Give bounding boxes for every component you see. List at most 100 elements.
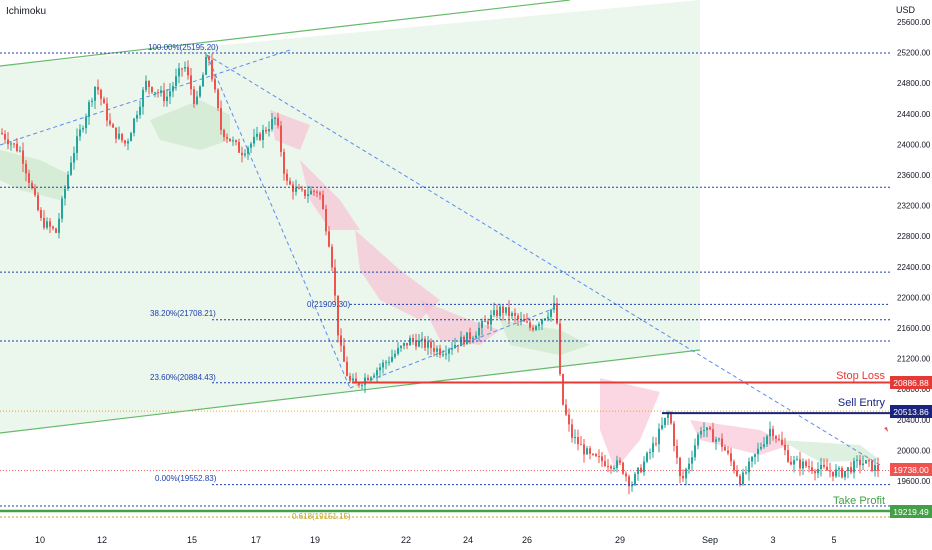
channel-upper-line — [0, 0, 571, 67]
candle — [412, 337, 414, 341]
candle — [4, 133, 6, 140]
candle — [397, 348, 399, 354]
candle — [376, 370, 378, 376]
candle — [298, 187, 300, 189]
candle — [142, 89, 144, 107]
candle — [712, 429, 714, 442]
candle — [622, 462, 624, 474]
candle — [418, 340, 420, 347]
y-tick-label: 22000.00 — [897, 293, 931, 302]
candle — [310, 190, 312, 195]
candle — [358, 382, 360, 386]
candle — [784, 444, 786, 451]
ichimoku-cloud — [600, 378, 660, 470]
candle — [169, 91, 171, 97]
candle — [655, 443, 657, 445]
candle — [475, 335, 477, 338]
candle — [121, 133, 123, 141]
candle — [313, 190, 315, 192]
candle — [364, 377, 366, 385]
candle — [175, 76, 177, 87]
candle — [355, 378, 357, 383]
candle — [367, 377, 369, 381]
candle — [805, 461, 807, 467]
candle — [415, 340, 417, 347]
candle — [598, 456, 600, 458]
candle — [799, 459, 801, 469]
candle — [427, 341, 429, 348]
ichimoku-cloud — [300, 160, 360, 230]
candle — [223, 129, 225, 137]
candle — [211, 60, 213, 80]
candle — [877, 464, 879, 471]
fib-0-upper-label: 0(21909.30) — [307, 300, 350, 309]
candle — [307, 194, 309, 197]
channel-lower-line — [0, 349, 701, 434]
y-tick-label: 23600.00 — [897, 171, 931, 180]
candle — [511, 313, 513, 316]
candle — [181, 68, 183, 70]
x-tick-label: 17 — [251, 535, 261, 545]
trend-line — [206, 54, 881, 466]
sell-entry-price: 20513.86 — [893, 407, 929, 417]
x-tick-label: 10 — [35, 535, 45, 545]
candle — [205, 56, 207, 75]
x-tick-label: 19 — [310, 535, 320, 545]
candle — [526, 321, 528, 323]
candle — [328, 231, 330, 247]
candle — [466, 332, 468, 345]
take-profit-price-tag — [890, 505, 932, 518]
candle — [829, 470, 831, 472]
candle — [184, 66, 186, 69]
candle — [514, 313, 516, 316]
candle — [535, 326, 537, 330]
candle — [643, 461, 645, 473]
candle — [88, 102, 90, 117]
candle — [487, 321, 489, 325]
candle — [256, 133, 258, 137]
candle — [301, 188, 303, 190]
candle — [697, 434, 699, 446]
candle — [844, 470, 846, 478]
candle — [610, 466, 612, 469]
y-tick-label: 20000.00 — [897, 446, 931, 455]
y-tick-label: 25200.00 — [897, 49, 931, 58]
candle — [436, 348, 438, 352]
candle — [817, 468, 819, 474]
candle — [472, 337, 474, 340]
candle — [55, 228, 57, 233]
trend-line — [0, 49, 291, 146]
candle — [439, 348, 441, 355]
candle — [409, 337, 411, 346]
candle — [601, 456, 603, 462]
candle — [826, 466, 828, 471]
candle — [625, 473, 627, 477]
candle — [670, 413, 672, 424]
candle — [190, 75, 192, 90]
candle — [577, 436, 579, 445]
candle — [637, 467, 639, 474]
candle — [31, 182, 33, 189]
y-tick-label: 23200.00 — [897, 202, 931, 211]
candle — [841, 468, 843, 478]
candle — [97, 86, 99, 90]
fib-100-label: 100.00%(25195.20) — [148, 43, 219, 52]
candle — [232, 140, 234, 142]
candle — [688, 463, 690, 470]
candle — [22, 150, 24, 164]
candle — [751, 456, 753, 462]
candle — [628, 476, 630, 487]
candle — [70, 162, 72, 175]
candle — [724, 446, 726, 451]
candle — [835, 469, 837, 477]
candle — [331, 246, 333, 268]
candle — [196, 96, 198, 104]
candle — [613, 467, 615, 469]
candle — [847, 467, 849, 471]
candle — [790, 461, 792, 465]
candle — [1, 132, 3, 134]
x-tick-label: Sep — [702, 535, 718, 545]
candle — [382, 362, 384, 368]
candle — [220, 107, 222, 130]
